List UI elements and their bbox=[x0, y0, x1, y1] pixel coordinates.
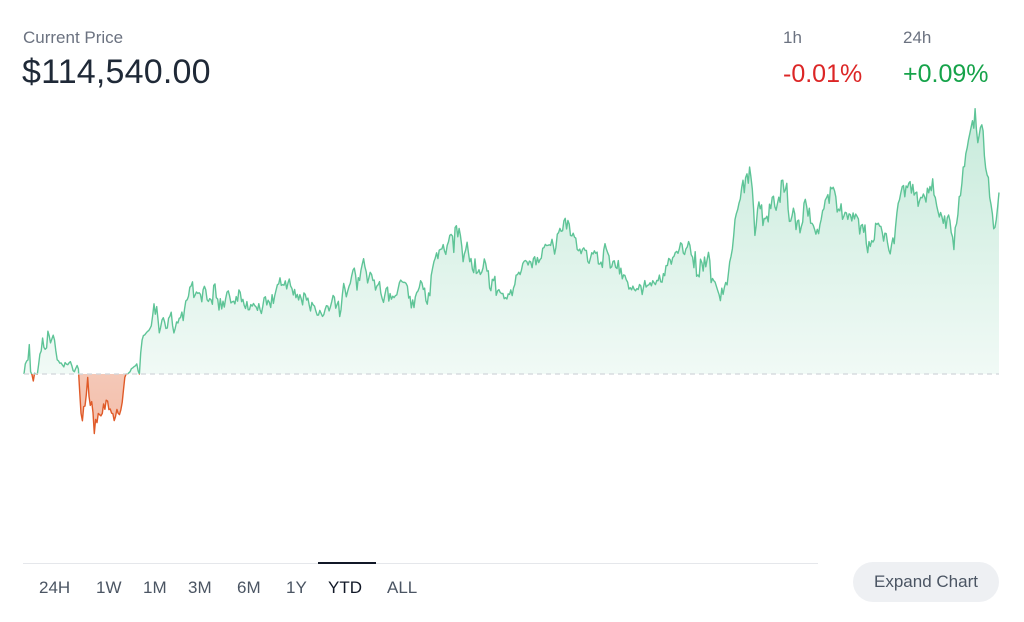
change-24h: 24h +0.09% bbox=[903, 28, 989, 89]
price-chart[interactable] bbox=[0, 100, 1024, 540]
tab-1m[interactable]: 1M bbox=[143, 578, 167, 597]
chart-line-positive bbox=[23, 108, 1000, 374]
change-1h: 1h -0.01% bbox=[783, 28, 862, 89]
selected-tab-indicator bbox=[318, 562, 376, 564]
tab-1w[interactable]: 1W bbox=[96, 578, 122, 597]
current-price-label: Current Price bbox=[23, 28, 124, 47]
tab-24h[interactable]: 24H bbox=[39, 578, 71, 597]
chart-area-negative bbox=[24, 374, 999, 434]
change-1h-value: -0.01% bbox=[783, 60, 863, 88]
tab-6m[interactable]: 6M bbox=[237, 578, 261, 597]
tab-3m[interactable]: 3M bbox=[188, 578, 212, 597]
tab-all[interactable]: ALL bbox=[387, 578, 418, 597]
timeframe-tabs: 24H 1W 1M 3M 6M 1Y YTD ALL bbox=[23, 562, 818, 613]
change-24h-value: +0.09% bbox=[903, 60, 989, 88]
expand-chart-button[interactable]: Expand Chart bbox=[853, 562, 999, 602]
change-24h-period: 24h bbox=[903, 28, 932, 47]
change-1h-period: 1h bbox=[783, 28, 802, 47]
current-price-value: $114,540.00 bbox=[22, 53, 211, 91]
chart-area-positive bbox=[24, 108, 999, 374]
tab-1y[interactable]: 1Y bbox=[286, 578, 307, 597]
tab-ytd[interactable]: YTD bbox=[328, 578, 362, 597]
